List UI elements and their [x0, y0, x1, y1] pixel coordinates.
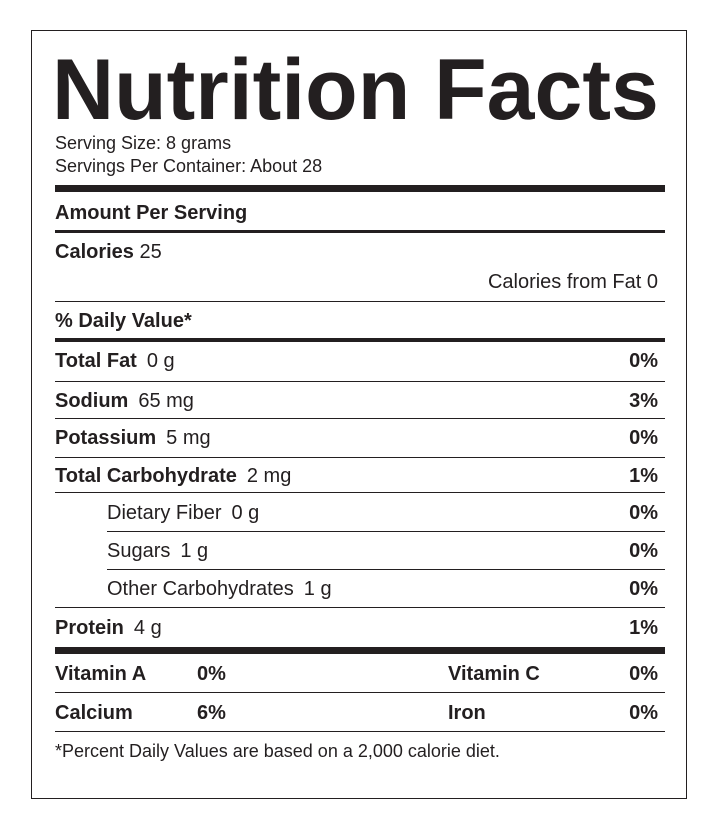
title: Nutrition Facts: [52, 42, 659, 138]
footnote: *Percent Daily Values are based on a 2,0…: [55, 741, 500, 761]
nutrient-amount: 1 g: [180, 540, 209, 562]
nutrient-dv: 0%: [629, 578, 658, 600]
nutrient-name: Protein: [55, 617, 124, 639]
rule: [55, 230, 665, 233]
nutrient-name: Sugars: [107, 540, 171, 562]
amount-header: Amount Per Serving: [55, 202, 248, 224]
nutrient-dv: 0%: [629, 502, 658, 524]
vitamin-name: Calcium: [55, 702, 133, 724]
vitamin-name: Vitamin A: [55, 663, 147, 685]
calories-row: Calories 25: [55, 240, 162, 264]
nutrient-dv: 0%: [629, 350, 658, 372]
nutrient-name: Total Fat: [55, 350, 137, 372]
nutrient-dv: 3%: [629, 390, 658, 412]
rule: [107, 569, 665, 570]
nutrient-amount: 2 mg: [246, 465, 292, 487]
rule: [55, 338, 665, 342]
nutrient-name: Total Carbohydrate: [55, 465, 237, 487]
rule: [55, 418, 665, 419]
rule: [55, 381, 665, 382]
nutrient-amount: 0 g: [146, 350, 175, 372]
nutrient-amount: 1 g: [303, 578, 332, 600]
nutrient-name-amount: Total Fat 0 g: [55, 349, 175, 373]
thick-rule: [55, 647, 665, 654]
rule: [107, 531, 665, 532]
nutrient-dv: 1%: [629, 465, 658, 487]
nutrient-amount: 5 mg: [166, 427, 211, 449]
nutrient-name: Potassium: [55, 427, 157, 449]
nutrient-name-amount: Protein 4 g: [55, 616, 162, 640]
calories-value: 25: [139, 241, 162, 263]
nutrient-name: Dietary Fiber: [107, 502, 222, 524]
calories-label: Calories: [55, 241, 134, 263]
rule: [55, 301, 665, 302]
nutrient-name-amount: Total Carbohydrate 2 mg: [55, 464, 291, 488]
nutrient-amount: 4 g: [133, 617, 162, 639]
serving-size: Serving Size: 8 grams: [55, 133, 232, 153]
label-border: [31, 30, 687, 799]
vitamin-dv: 0%: [197, 663, 226, 685]
nutrient-name-amount: Dietary Fiber 0 g: [107, 501, 259, 525]
vitamin-name: Iron: [448, 702, 486, 724]
nutrient-dv: 1%: [629, 617, 658, 639]
servings-per-container: Servings Per Container: About 28: [55, 156, 323, 176]
vitamin-dv: 0%: [629, 702, 658, 724]
rule: [55, 731, 665, 732]
rule: [55, 457, 665, 458]
calories-from-fat: Calories from Fat 0: [487, 271, 658, 293]
nutrient-name: Other Carbohydrates: [107, 578, 294, 600]
nutrient-name: Sodium: [55, 390, 129, 412]
daily-value-header: % Daily Value*: [55, 310, 192, 332]
rule: [55, 607, 665, 608]
nutrient-name-amount: Sugars 1 g: [107, 539, 208, 563]
vitamin-name: Vitamin C: [448, 663, 540, 685]
rule: [55, 692, 665, 693]
nutrient-name-amount: Other Carbohydrates 1 g: [107, 577, 332, 601]
nutrient-amount: 0 g: [231, 502, 260, 524]
nutrient-name-amount: Sodium 65 mg: [55, 389, 194, 413]
nutrient-amount: 65 mg: [138, 390, 194, 412]
vitamin-dv: 0%: [629, 663, 658, 685]
rule: [55, 492, 665, 493]
thick-rule: [55, 185, 665, 192]
vitamin-dv: 6%: [197, 702, 226, 724]
nutrient-dv: 0%: [629, 427, 658, 449]
nutrient-dv: 0%: [629, 540, 658, 562]
nutrient-name-amount: Potassium 5 mg: [55, 426, 211, 450]
